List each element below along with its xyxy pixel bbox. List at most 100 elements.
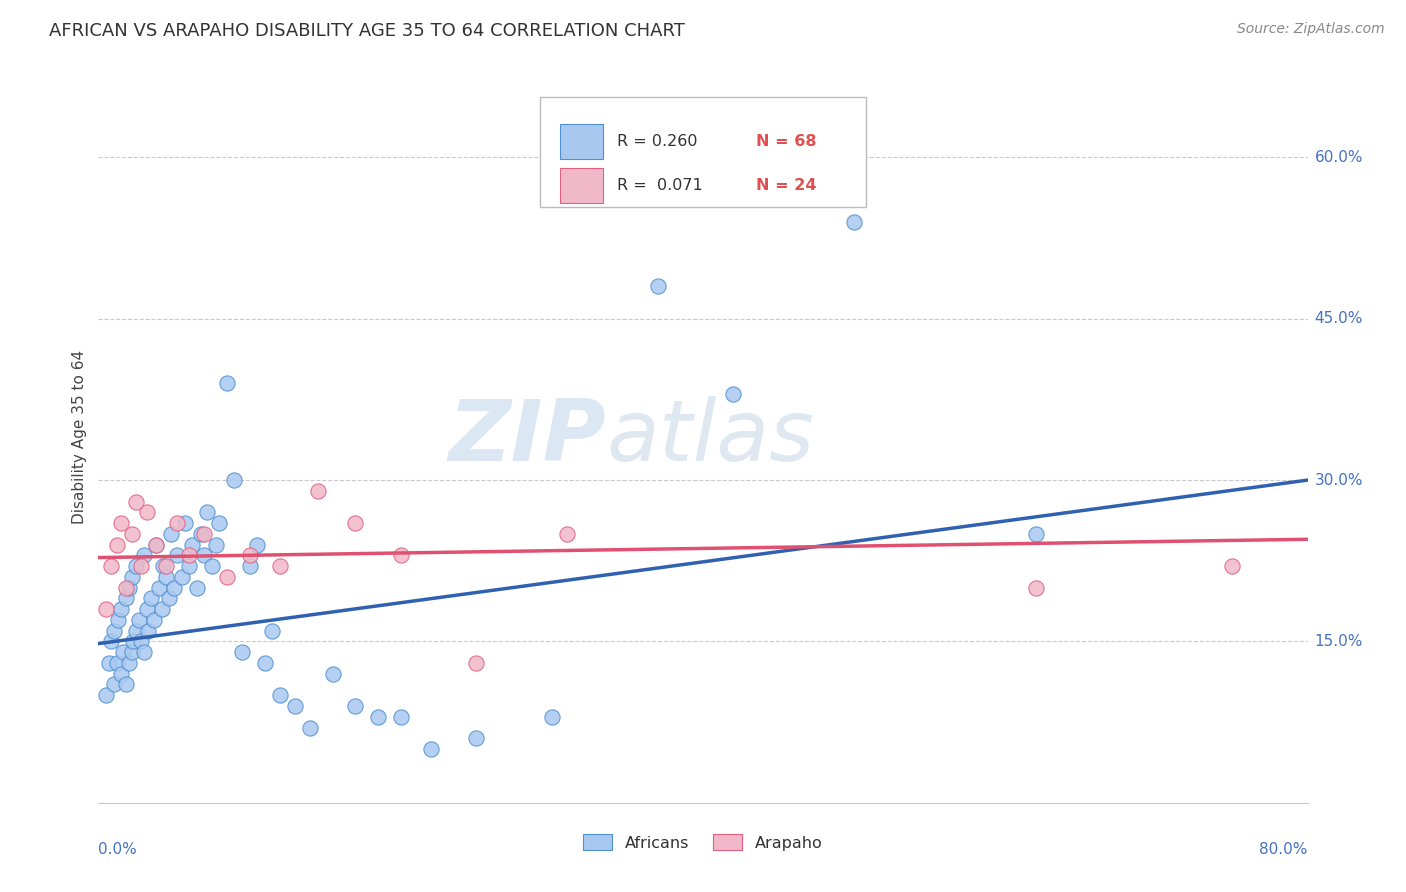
- Point: [155, 570, 177, 584]
- Point: [121, 527, 143, 541]
- Point: [389, 549, 412, 563]
- Point: [647, 279, 669, 293]
- Point: [105, 538, 128, 552]
- Point: [114, 677, 136, 691]
- Point: [344, 698, 367, 713]
- Legend: Africans, Arapaho: Africans, Arapaho: [576, 828, 830, 857]
- Text: 15.0%: 15.0%: [1315, 634, 1362, 649]
- Text: 30.0%: 30.0%: [1315, 473, 1362, 488]
- Point: [125, 624, 148, 638]
- Point: [125, 559, 148, 574]
- Point: [253, 656, 276, 670]
- Point: [163, 581, 186, 595]
- Point: [166, 549, 188, 563]
- Point: [367, 710, 389, 724]
- Point: [129, 634, 152, 648]
- Point: [166, 516, 188, 530]
- Point: [389, 710, 412, 724]
- Text: R = 0.260: R = 0.260: [617, 134, 697, 149]
- Point: [129, 559, 152, 574]
- Text: R =  0.071: R = 0.071: [617, 178, 703, 193]
- Point: [1024, 581, 1046, 595]
- Point: [299, 721, 322, 735]
- Point: [224, 473, 246, 487]
- Point: [125, 494, 148, 508]
- Point: [193, 549, 215, 563]
- Point: [118, 581, 141, 595]
- Point: [173, 516, 195, 530]
- Text: Source: ZipAtlas.com: Source: ZipAtlas.com: [1237, 22, 1385, 37]
- Text: ZIP: ZIP: [449, 395, 606, 479]
- Point: [239, 559, 262, 574]
- Point: [420, 742, 443, 756]
- Point: [193, 527, 215, 541]
- Point: [145, 538, 167, 552]
- Point: [284, 698, 307, 713]
- Point: [344, 516, 367, 530]
- Point: [1220, 559, 1243, 574]
- Point: [135, 505, 157, 519]
- Point: [110, 516, 132, 530]
- Point: [186, 581, 208, 595]
- FancyBboxPatch shape: [561, 168, 603, 203]
- Point: [322, 666, 344, 681]
- Point: [269, 559, 291, 574]
- Point: [128, 613, 150, 627]
- Point: [844, 215, 866, 229]
- Point: [152, 559, 174, 574]
- Point: [179, 559, 201, 574]
- Point: [205, 538, 228, 552]
- Point: [121, 570, 143, 584]
- Point: [121, 645, 143, 659]
- Point: [94, 688, 117, 702]
- Point: [1024, 527, 1046, 541]
- Point: [103, 624, 125, 638]
- Point: [136, 624, 159, 638]
- Point: [110, 666, 132, 681]
- Point: [195, 505, 218, 519]
- Point: [231, 645, 253, 659]
- Point: [181, 538, 204, 552]
- Point: [208, 516, 231, 530]
- FancyBboxPatch shape: [540, 97, 866, 207]
- Point: [179, 549, 201, 563]
- Point: [100, 559, 122, 574]
- Point: [190, 527, 212, 541]
- Point: [143, 613, 166, 627]
- Point: [132, 549, 155, 563]
- Point: [114, 591, 136, 606]
- Point: [555, 527, 578, 541]
- Point: [118, 656, 141, 670]
- Point: [155, 559, 177, 574]
- Point: [135, 602, 157, 616]
- Point: [148, 581, 170, 595]
- Text: N = 24: N = 24: [756, 178, 817, 193]
- Point: [100, 634, 122, 648]
- Text: atlas: atlas: [606, 395, 814, 479]
- Text: 0.0%: 0.0%: [98, 842, 138, 856]
- Point: [262, 624, 284, 638]
- Text: 80.0%: 80.0%: [1260, 842, 1308, 856]
- Point: [132, 645, 155, 659]
- Point: [159, 591, 181, 606]
- Point: [540, 710, 562, 724]
- Point: [103, 677, 125, 691]
- Point: [150, 602, 173, 616]
- Point: [239, 549, 262, 563]
- Point: [215, 376, 238, 391]
- Point: [465, 656, 488, 670]
- Point: [145, 538, 167, 552]
- Point: [246, 538, 269, 552]
- Y-axis label: Disability Age 35 to 64: Disability Age 35 to 64: [72, 350, 87, 524]
- Point: [269, 688, 291, 702]
- Point: [141, 591, 163, 606]
- Point: [105, 656, 128, 670]
- Point: [107, 613, 129, 627]
- Point: [201, 559, 224, 574]
- Point: [465, 731, 488, 746]
- Text: N = 68: N = 68: [756, 134, 817, 149]
- Point: [160, 527, 183, 541]
- Point: [122, 634, 145, 648]
- Point: [111, 645, 134, 659]
- Text: 45.0%: 45.0%: [1315, 311, 1362, 326]
